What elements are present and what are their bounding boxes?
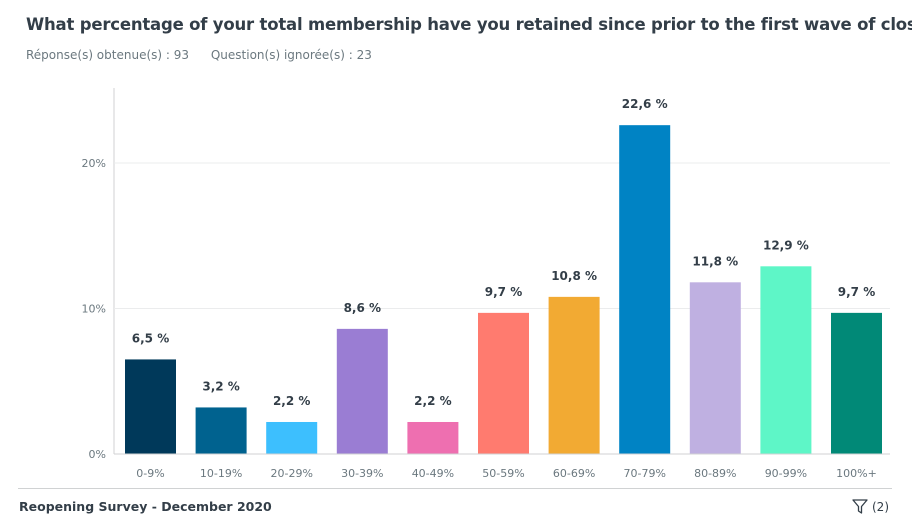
x-tick-label: 30-39%	[341, 467, 383, 480]
funnel-icon	[852, 499, 868, 514]
data-label: 2,2 %	[414, 394, 451, 408]
answered-count: Réponse(s) obtenue(s) : 93	[26, 48, 190, 62]
bar	[266, 421, 318, 454]
x-tick-label: 50-59%	[482, 467, 524, 480]
skipped-count: Question(s) ignorée(s) : 23	[210, 48, 372, 62]
x-tick-label: 90-99%	[765, 467, 807, 480]
x-tick-label: 70-79%	[623, 467, 665, 480]
filter-button[interactable]: (2)	[852, 499, 889, 514]
data-label: 9,7 %	[838, 285, 875, 299]
data-label: 6,5 %	[132, 331, 169, 345]
y-tick-label: 20%	[82, 157, 106, 170]
footer-divider	[18, 488, 892, 489]
bar	[195, 407, 247, 454]
data-label: 3,2 %	[202, 379, 239, 393]
bar	[407, 421, 459, 454]
x-tick-label: 100%+	[836, 467, 877, 480]
survey-name: Reopening Survey - December 2020	[19, 499, 272, 514]
data-label: 2,2 %	[273, 394, 310, 408]
data-label: 9,7 %	[485, 285, 522, 299]
data-label: 10,8 %	[551, 269, 597, 283]
bar-chart: 0% 10% 20% 6,5 % 0-9% 3,2 % 10-19% 2,2 % 20-29% 8…	[82, 88, 890, 480]
y-tick-label: 0%	[89, 448, 106, 461]
x-tick-label: 10-19%	[200, 467, 242, 480]
y-tick-label: 10%	[82, 303, 106, 316]
bar	[760, 266, 812, 454]
question-title: What percentage of your total membership…	[26, 15, 912, 34]
x-tick-label: 40-49%	[412, 467, 454, 480]
bar	[125, 359, 176, 454]
data-label: 12,9 %	[763, 238, 809, 252]
data-label: 8,6 %	[344, 301, 381, 315]
bar	[336, 328, 388, 454]
x-tick-label: 0-9%	[136, 467, 164, 480]
bar	[548, 296, 600, 454]
filter-count: (2)	[872, 499, 889, 514]
bar	[689, 282, 741, 454]
x-tick-label: 80-89%	[694, 467, 736, 480]
response-stats: Réponse(s) obtenue(s) : 93 Question(s) i…	[26, 48, 390, 62]
data-label: 11,8 %	[692, 254, 738, 268]
bar	[831, 312, 882, 454]
x-tick-label: 20-29%	[270, 467, 312, 480]
x-tick-label: 60-69%	[553, 467, 595, 480]
data-label: 22,6 %	[622, 97, 668, 111]
bar	[478, 312, 529, 454]
bar	[619, 125, 671, 455]
